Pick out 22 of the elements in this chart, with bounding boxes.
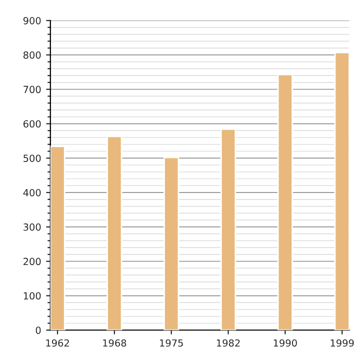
x-tick-label: 1962	[46, 339, 69, 347]
bar	[220, 128, 236, 330]
y-tick-label: 500	[24, 154, 41, 162]
x-tick-label: 1990	[274, 339, 297, 347]
x-tick-label: 1982	[216, 339, 240, 347]
x-tick-label: 1975	[160, 339, 183, 347]
y-tick-label: 0	[36, 326, 41, 334]
y-tick-label: 300	[24, 223, 41, 231]
y-tick-label: 200	[24, 258, 41, 266]
y-tick-label: 600	[23, 120, 41, 128]
y-tick-label: 900	[23, 17, 41, 24]
x-tick-label: 1968	[103, 339, 126, 347]
bar	[50, 146, 66, 330]
bar	[334, 52, 350, 330]
bar	[164, 156, 180, 330]
y-tick-label: 800	[23, 51, 41, 59]
y-tick-label: 700	[24, 86, 41, 94]
y-tick-label: 100	[24, 292, 41, 300]
y-tick-label: 400	[23, 189, 41, 196]
bar	[277, 74, 293, 330]
bar	[106, 136, 122, 330]
x-tick-label: 1999	[330, 339, 354, 347]
